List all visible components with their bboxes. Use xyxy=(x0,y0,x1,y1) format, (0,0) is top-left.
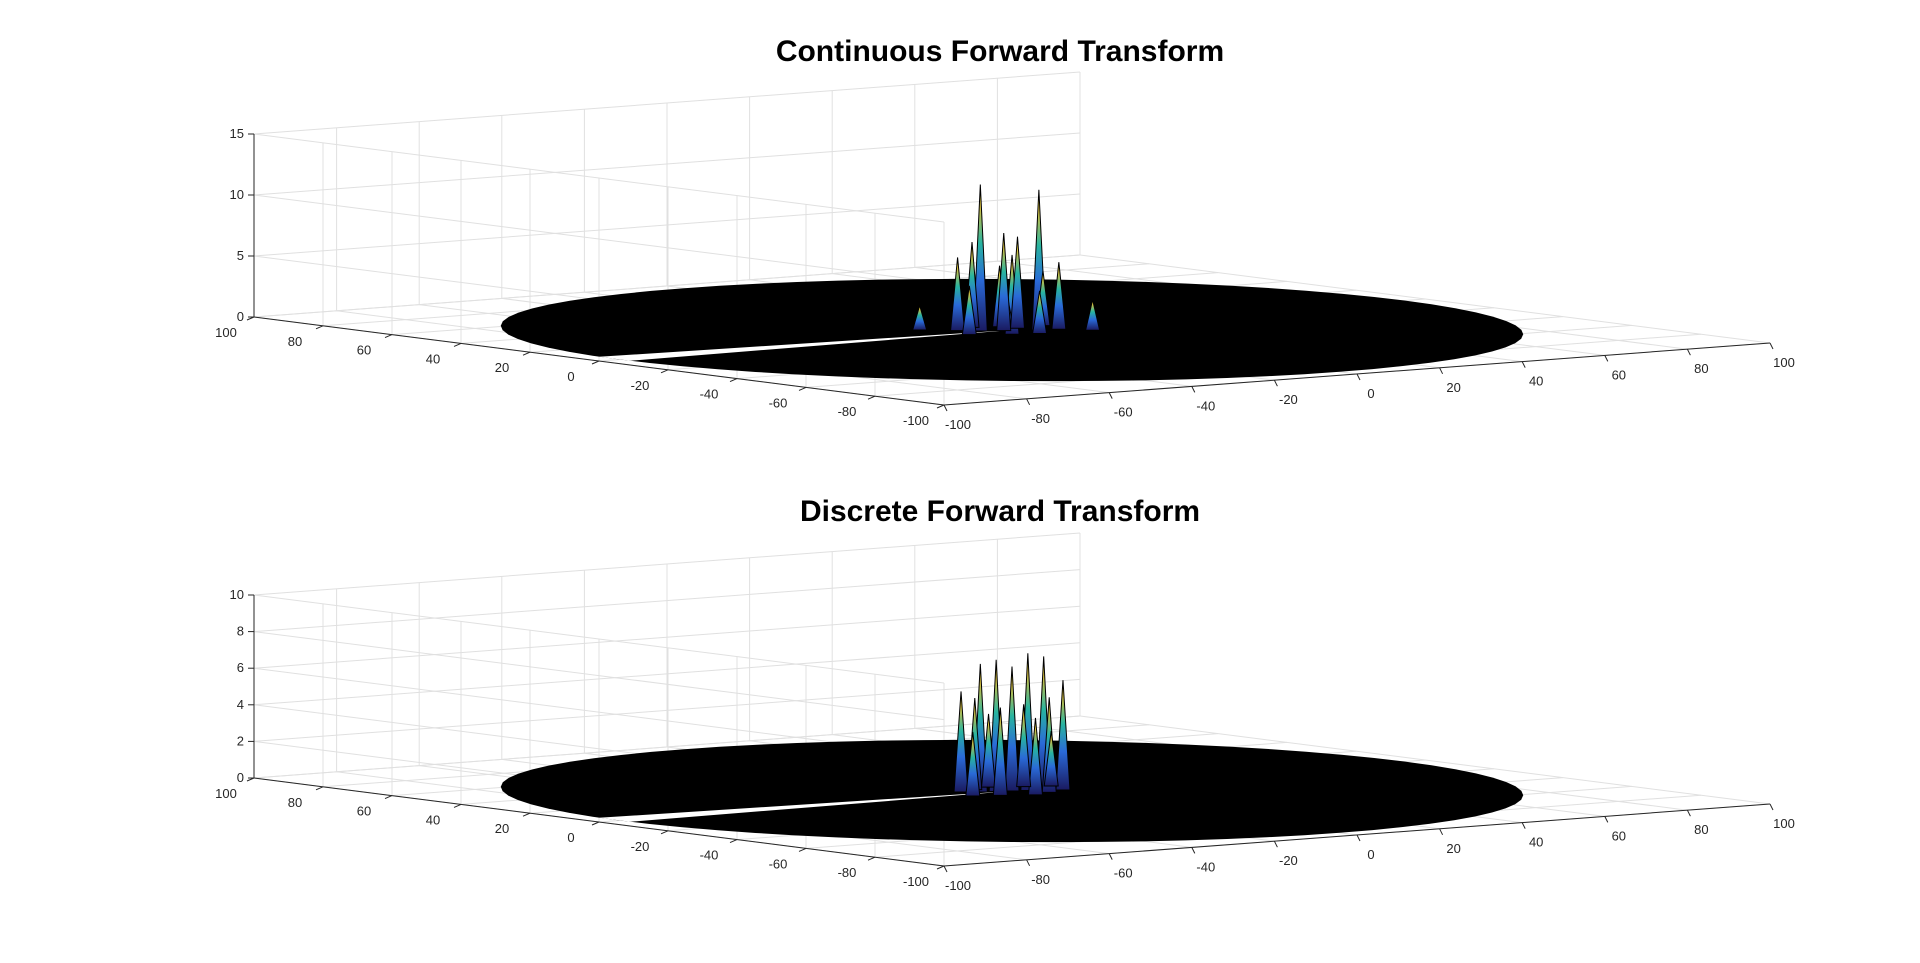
z-tick-label: 0 xyxy=(237,309,244,324)
surface-peak xyxy=(1027,717,1044,796)
surface-peak xyxy=(961,285,977,336)
surface-peak xyxy=(953,691,969,793)
x-tick-label: 60 xyxy=(1612,828,1626,843)
surface-peak xyxy=(950,257,966,332)
chart-title: Continuous Forward Transform xyxy=(776,35,1224,68)
x-tick-label: 20 xyxy=(1446,380,1460,395)
x-tick-label: 60 xyxy=(1612,367,1626,382)
x-tick-label: -80 xyxy=(1031,411,1050,426)
surface-peak xyxy=(996,232,1012,332)
tick-labels: 0 2 4 6 8 10 100 80 60 40 20 0 -20 -40 -60 -80 -100 -100 -… xyxy=(215,587,1795,893)
z-tick-label: 10 xyxy=(230,187,244,202)
y-tick-label: 80 xyxy=(288,334,302,349)
subplot-continuous-forward-transform: Continuous Forward Transform 0 5 10 15 100 80… xyxy=(215,35,1795,432)
y-tick-label: 20 xyxy=(495,360,509,375)
surface-peak xyxy=(980,713,997,788)
x-tick-label: -60 xyxy=(1114,866,1133,881)
x-tick-label: 40 xyxy=(1529,374,1543,389)
z-tick-label: 10 xyxy=(230,587,244,602)
surface-peak xyxy=(972,184,988,332)
x-tick-label: -40 xyxy=(1196,859,1215,874)
y-tick-label: 40 xyxy=(426,812,440,827)
z-tick-label: 6 xyxy=(237,660,244,675)
z-tick-label: 2 xyxy=(237,733,244,748)
chart-title: Discrete Forward Transform xyxy=(800,495,1200,528)
surface-seam xyxy=(598,330,1012,361)
surface-peak xyxy=(1051,262,1067,330)
x-tick-label: 20 xyxy=(1446,841,1460,856)
x-tick-label: -20 xyxy=(1279,853,1298,868)
surface-peak xyxy=(1032,290,1048,335)
surface-peak xyxy=(1004,666,1020,792)
x-tick-label: 0 xyxy=(1367,386,1374,401)
surface-peak xyxy=(965,731,981,797)
y-tick-label: 20 xyxy=(495,821,509,836)
y-tick-label: 100 xyxy=(215,325,237,340)
surface-peak xyxy=(992,707,1008,796)
x-tick-label: -20 xyxy=(1279,392,1298,407)
z-tick-label: 4 xyxy=(237,697,244,712)
y-tick-label: -80 xyxy=(838,865,857,880)
surface-peak xyxy=(1016,704,1032,788)
z-tick-label: 0 xyxy=(237,770,244,785)
y-tick-label: -100 xyxy=(903,874,929,889)
y-tick-label: 80 xyxy=(288,795,302,810)
x-tick-label: 40 xyxy=(1529,835,1543,850)
subplot-discrete-forward-transform: Discrete Forward Transform 0 2 4 6 8 10 100 80 6… xyxy=(215,495,1795,893)
tick-labels: 0 5 10 15 100 80 60 40 20 0 -20 -40 -60 -80 -100 -100 -8… xyxy=(215,126,1795,432)
x-tick-label: 80 xyxy=(1694,361,1708,376)
x-tick-label: -100 xyxy=(945,417,971,432)
y-tick-label: -40 xyxy=(700,387,719,402)
y-tick-label: 40 xyxy=(426,351,440,366)
y-tick-label: -100 xyxy=(903,413,929,428)
surface-peak xyxy=(1009,236,1026,329)
x-tick-label: 0 xyxy=(1367,847,1374,862)
y-tick-label: 60 xyxy=(357,343,371,358)
x-tick-label: 100 xyxy=(1773,355,1795,370)
surface-peak xyxy=(912,303,928,331)
z-tick-label: 5 xyxy=(237,248,244,263)
y-tick-label: 100 xyxy=(215,786,237,801)
x-tick-label: 100 xyxy=(1773,816,1795,831)
y-tick-label: -80 xyxy=(838,404,857,419)
y-tick-label: 60 xyxy=(357,804,371,819)
axes xyxy=(246,594,1774,873)
y-tick-label: -20 xyxy=(631,839,650,854)
surface-peak xyxy=(1043,730,1059,787)
surface-peak xyxy=(1055,680,1071,791)
z-tick-label: 8 xyxy=(237,624,244,639)
surface-peaks xyxy=(953,653,1071,797)
x-tick-label: -60 xyxy=(1114,405,1133,420)
z-tick-label: 15 xyxy=(230,126,244,141)
y-tick-label: -20 xyxy=(631,378,650,393)
x-tick-label: -100 xyxy=(945,878,971,893)
y-tick-label: -40 xyxy=(700,848,719,863)
y-tick-label: -60 xyxy=(769,856,788,871)
x-tick-label: 80 xyxy=(1694,822,1708,837)
surface-seam xyxy=(598,791,1012,822)
y-tick-label: 0 xyxy=(567,369,574,384)
surface-peaks xyxy=(912,184,1101,336)
y-tick-label: 0 xyxy=(567,830,574,845)
x-tick-label: -40 xyxy=(1196,398,1215,413)
x-tick-label: -80 xyxy=(1031,872,1050,887)
surface-peak xyxy=(1084,299,1101,331)
y-tick-label: -60 xyxy=(769,395,788,410)
axes xyxy=(246,133,1774,412)
